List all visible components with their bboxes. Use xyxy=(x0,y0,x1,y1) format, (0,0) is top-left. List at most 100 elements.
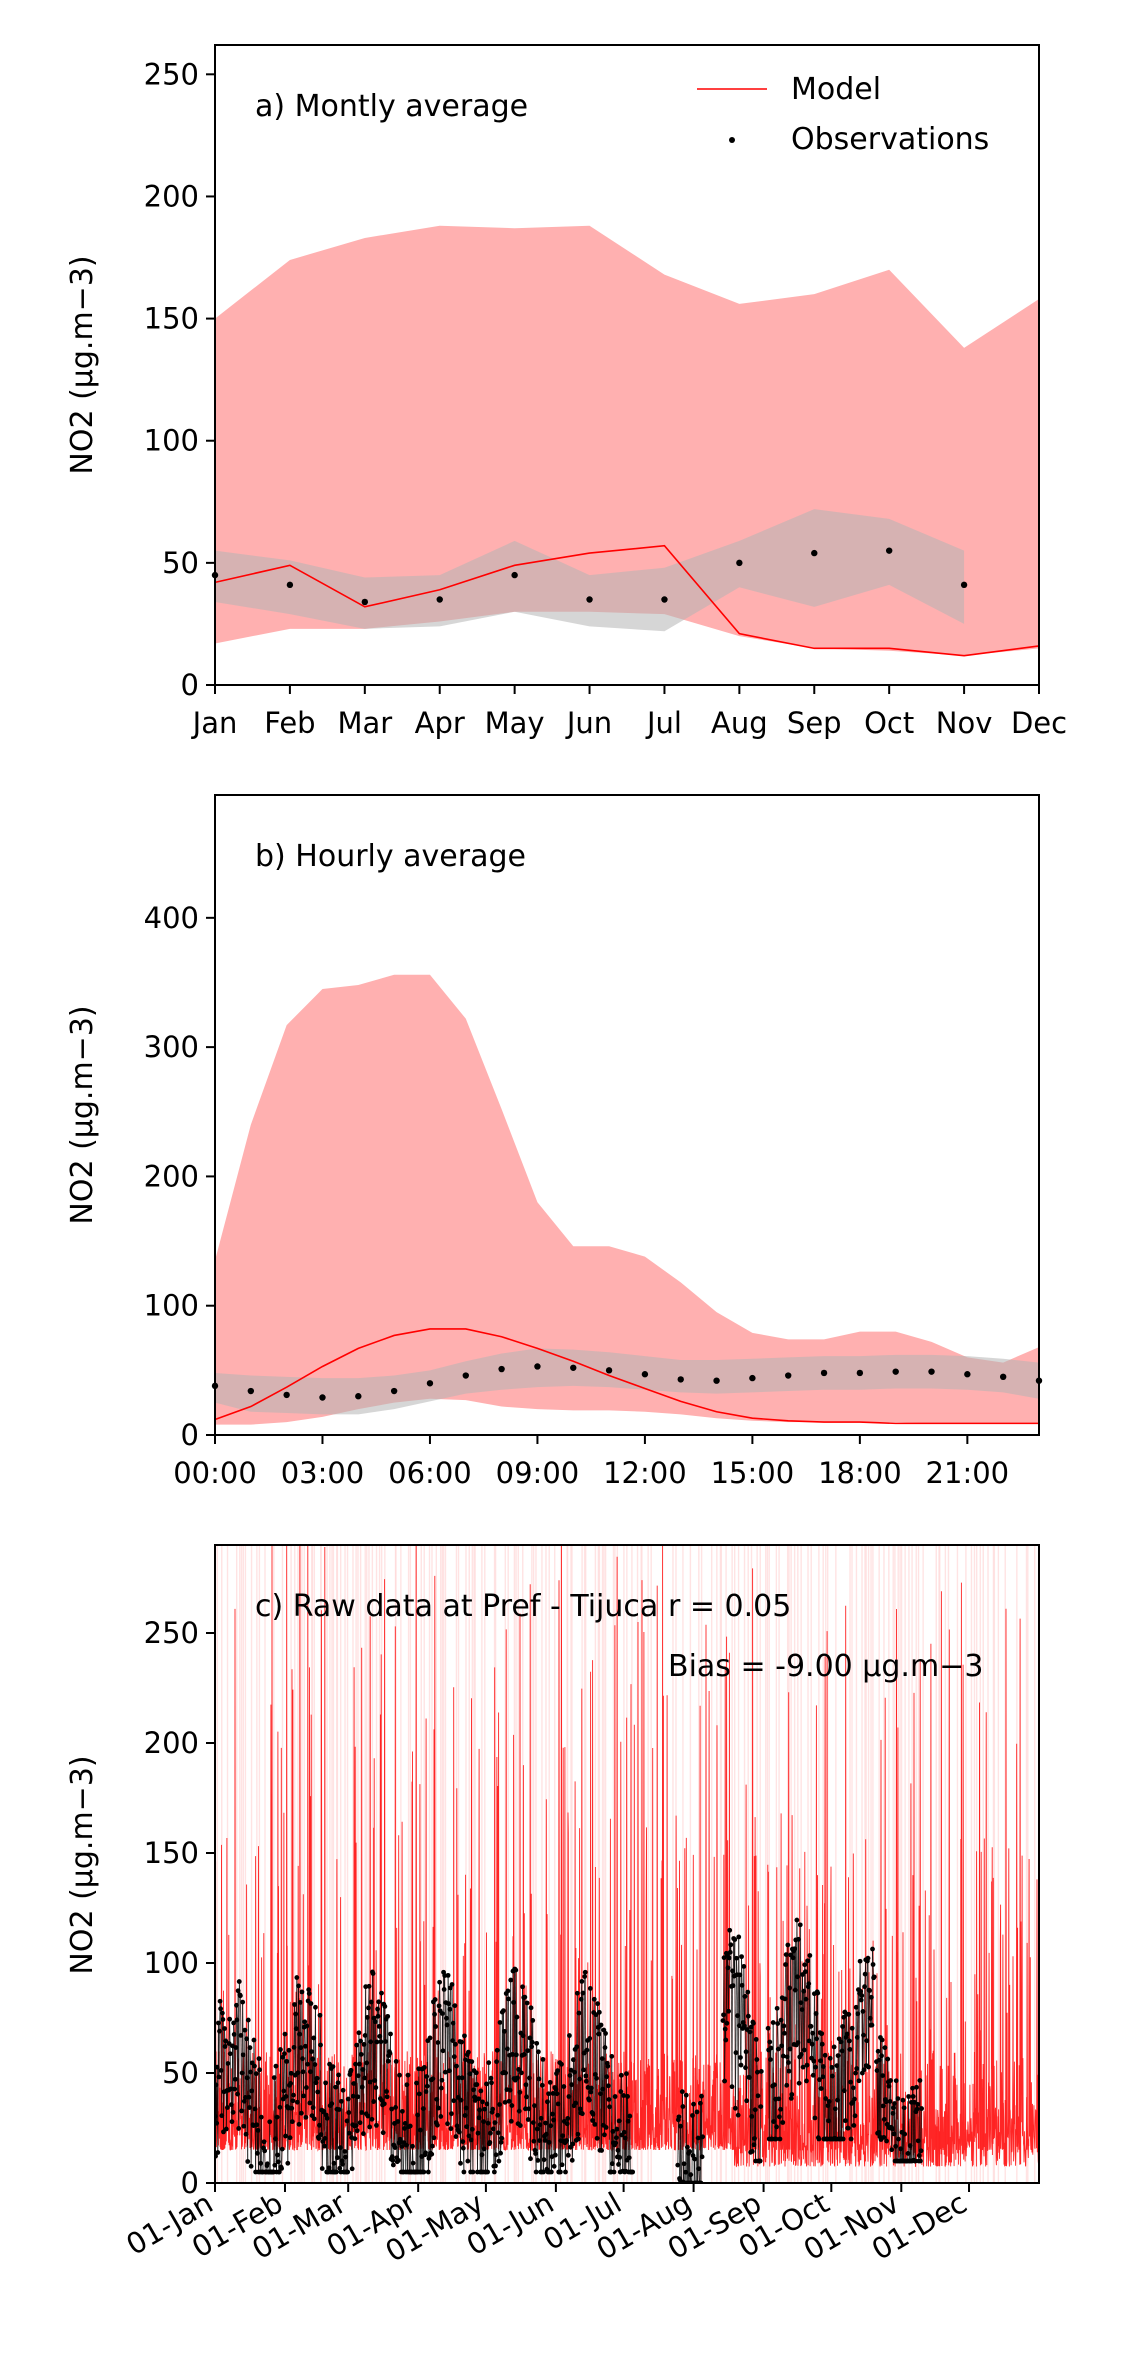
panel-c-observation-point xyxy=(885,2056,891,2062)
panel-c-observation-link xyxy=(741,1956,743,1986)
panel-c-observation-link xyxy=(228,2043,230,2091)
panel-c-observation-point xyxy=(865,1955,871,1961)
panel-c-observation-link xyxy=(891,2113,894,2129)
panel-c-observation-link xyxy=(817,1993,819,2138)
panel-c-observation-point xyxy=(700,2134,706,2140)
panel-c-observation-point xyxy=(593,2012,599,2018)
panel-c-observation-point xyxy=(517,2089,523,2095)
panel-c-observation-point xyxy=(285,2160,291,2166)
panel-c-observation-link xyxy=(381,1993,383,2101)
panel-c-observation-link xyxy=(777,2049,780,2099)
panel-c-observation-link xyxy=(549,2082,552,2126)
panel-c-observation-link xyxy=(528,2077,530,2109)
panel-c-observation-point xyxy=(588,2089,594,2095)
panel-c-observation-link xyxy=(423,2067,426,2155)
panel-c-observation-link xyxy=(492,2109,494,2129)
panel-c-observation-link xyxy=(234,2047,237,2080)
panel-c-observation-point xyxy=(550,2091,556,2096)
panel-c-observation-link xyxy=(886,2124,888,2142)
panel-c-observation-point xyxy=(882,2045,888,2051)
panel-c-observation-link xyxy=(353,2083,355,2126)
panel-c-observation-point xyxy=(853,2004,859,2010)
panel-c-observation-link xyxy=(260,2117,263,2173)
panel-c-observation-point xyxy=(783,1952,789,1957)
panel-c-observation-link xyxy=(352,2096,354,2125)
panel-c-observation-link xyxy=(894,2146,897,2162)
panel-c-observation-point xyxy=(726,2008,731,2014)
panel-c-observation-link xyxy=(488,2062,490,2144)
panel-c-ylabel: NO2 (µg.m−3) xyxy=(65,1755,100,1974)
panel-c-observation-link xyxy=(289,2083,292,2138)
panel-c-observation-link xyxy=(897,2098,899,2140)
panel-c-observation-link xyxy=(294,2014,297,2076)
panel-c-observation-link xyxy=(607,2066,609,2086)
panel-c-observation-link xyxy=(869,1990,871,2019)
panel-c-observation-link xyxy=(276,2117,279,2155)
panel-c-observation-point xyxy=(579,1979,585,1984)
panel-c-observation-link xyxy=(920,2108,923,2151)
panel-c-observation-link xyxy=(309,2071,311,2103)
panel-c-frame xyxy=(214,1544,1040,2184)
panel-c-observation-link xyxy=(730,1944,732,1987)
panel-c-observation-point xyxy=(733,2050,739,2056)
panel-c-observation-point xyxy=(523,2106,528,2112)
panel-c-observation-link xyxy=(420,2156,422,2173)
panel-c-observation-point xyxy=(423,2150,428,2156)
panel-c-observation-link xyxy=(457,2097,459,2130)
panel-a-ytick-label: 200 xyxy=(144,179,199,213)
panel-c-observation-point xyxy=(519,2070,524,2076)
panel-c-observation-link xyxy=(477,2133,479,2173)
panel-c-observation-link xyxy=(229,2053,232,2089)
panel-c-observation-link xyxy=(820,2033,823,2089)
panel-c-observation-link xyxy=(847,2014,850,2129)
panel-c-observation-link xyxy=(557,2070,559,2104)
panel-c-observation-link xyxy=(881,2039,884,2076)
panel-c-observation-link xyxy=(323,2111,325,2147)
panel-c-observation-link xyxy=(736,1974,739,2016)
panel-c-observation-link xyxy=(379,2041,382,2099)
panel-c-observation-link xyxy=(399,2075,401,2140)
panel-c-observation-link xyxy=(407,2075,409,2127)
panel-b-ytick-label: 200 xyxy=(144,1159,199,1193)
panel-c-observation-link xyxy=(559,2062,561,2173)
panel-c-observation-link xyxy=(269,2121,271,2173)
panel-c-observation-link xyxy=(785,1954,788,2086)
panel-b-observation-point xyxy=(283,1391,290,1399)
panel-a-xtick-label: Nov xyxy=(936,706,993,740)
panel-c-observation-point xyxy=(533,2169,539,2175)
panel-c-observation-link xyxy=(791,1949,793,2095)
panel-b-observation-point xyxy=(247,1387,255,1395)
panel-c-observation-point xyxy=(219,2113,225,2119)
panel-b-ytick-label: 0 xyxy=(181,1418,199,1452)
panel-c-observation-point xyxy=(592,2121,598,2127)
panel-c-observation-link xyxy=(846,2014,848,2035)
panel-b-observation-point xyxy=(426,1380,434,1387)
panel-c-observation-point xyxy=(493,2152,499,2158)
panel-b-observation-point xyxy=(319,1394,326,1401)
panel-c-observation-link xyxy=(232,2022,235,2113)
panel-c-observation-link xyxy=(242,2002,244,2055)
panel-c-observation-point xyxy=(232,2076,238,2082)
panel-c-observation-point xyxy=(774,2005,780,2011)
panel-c-observation-link xyxy=(412,2146,414,2164)
panel-c-observation-link xyxy=(798,1939,800,2084)
panel-c-observation-point xyxy=(758,2069,764,2074)
panel-b-xtick-label: 15:00 xyxy=(711,1456,795,1490)
panel-c-observation-point xyxy=(770,2020,776,2025)
panel-c-observation-link xyxy=(740,1956,742,2066)
panel-c-observation-link xyxy=(915,2111,917,2162)
panel-c-observation-point xyxy=(599,2148,605,2153)
panel-a-observation-point xyxy=(885,547,893,554)
panel-c-observation-link xyxy=(806,2065,808,2081)
panel-c-observation-point xyxy=(350,2093,356,2099)
panel-c-observation-link xyxy=(297,2072,299,2103)
panel-c-observation-point xyxy=(385,2058,391,2064)
panel-c-observation-point xyxy=(565,2152,571,2158)
panel-c-observation-link xyxy=(445,2002,447,2019)
panel-c-observation-link xyxy=(344,2157,347,2173)
panel-c-observation-point xyxy=(794,1917,800,1923)
panel-c-observation-point xyxy=(535,2157,541,2163)
panel-c-observation-link xyxy=(347,2099,349,2173)
panel-c-ytick-label: 50 xyxy=(162,2056,199,2090)
